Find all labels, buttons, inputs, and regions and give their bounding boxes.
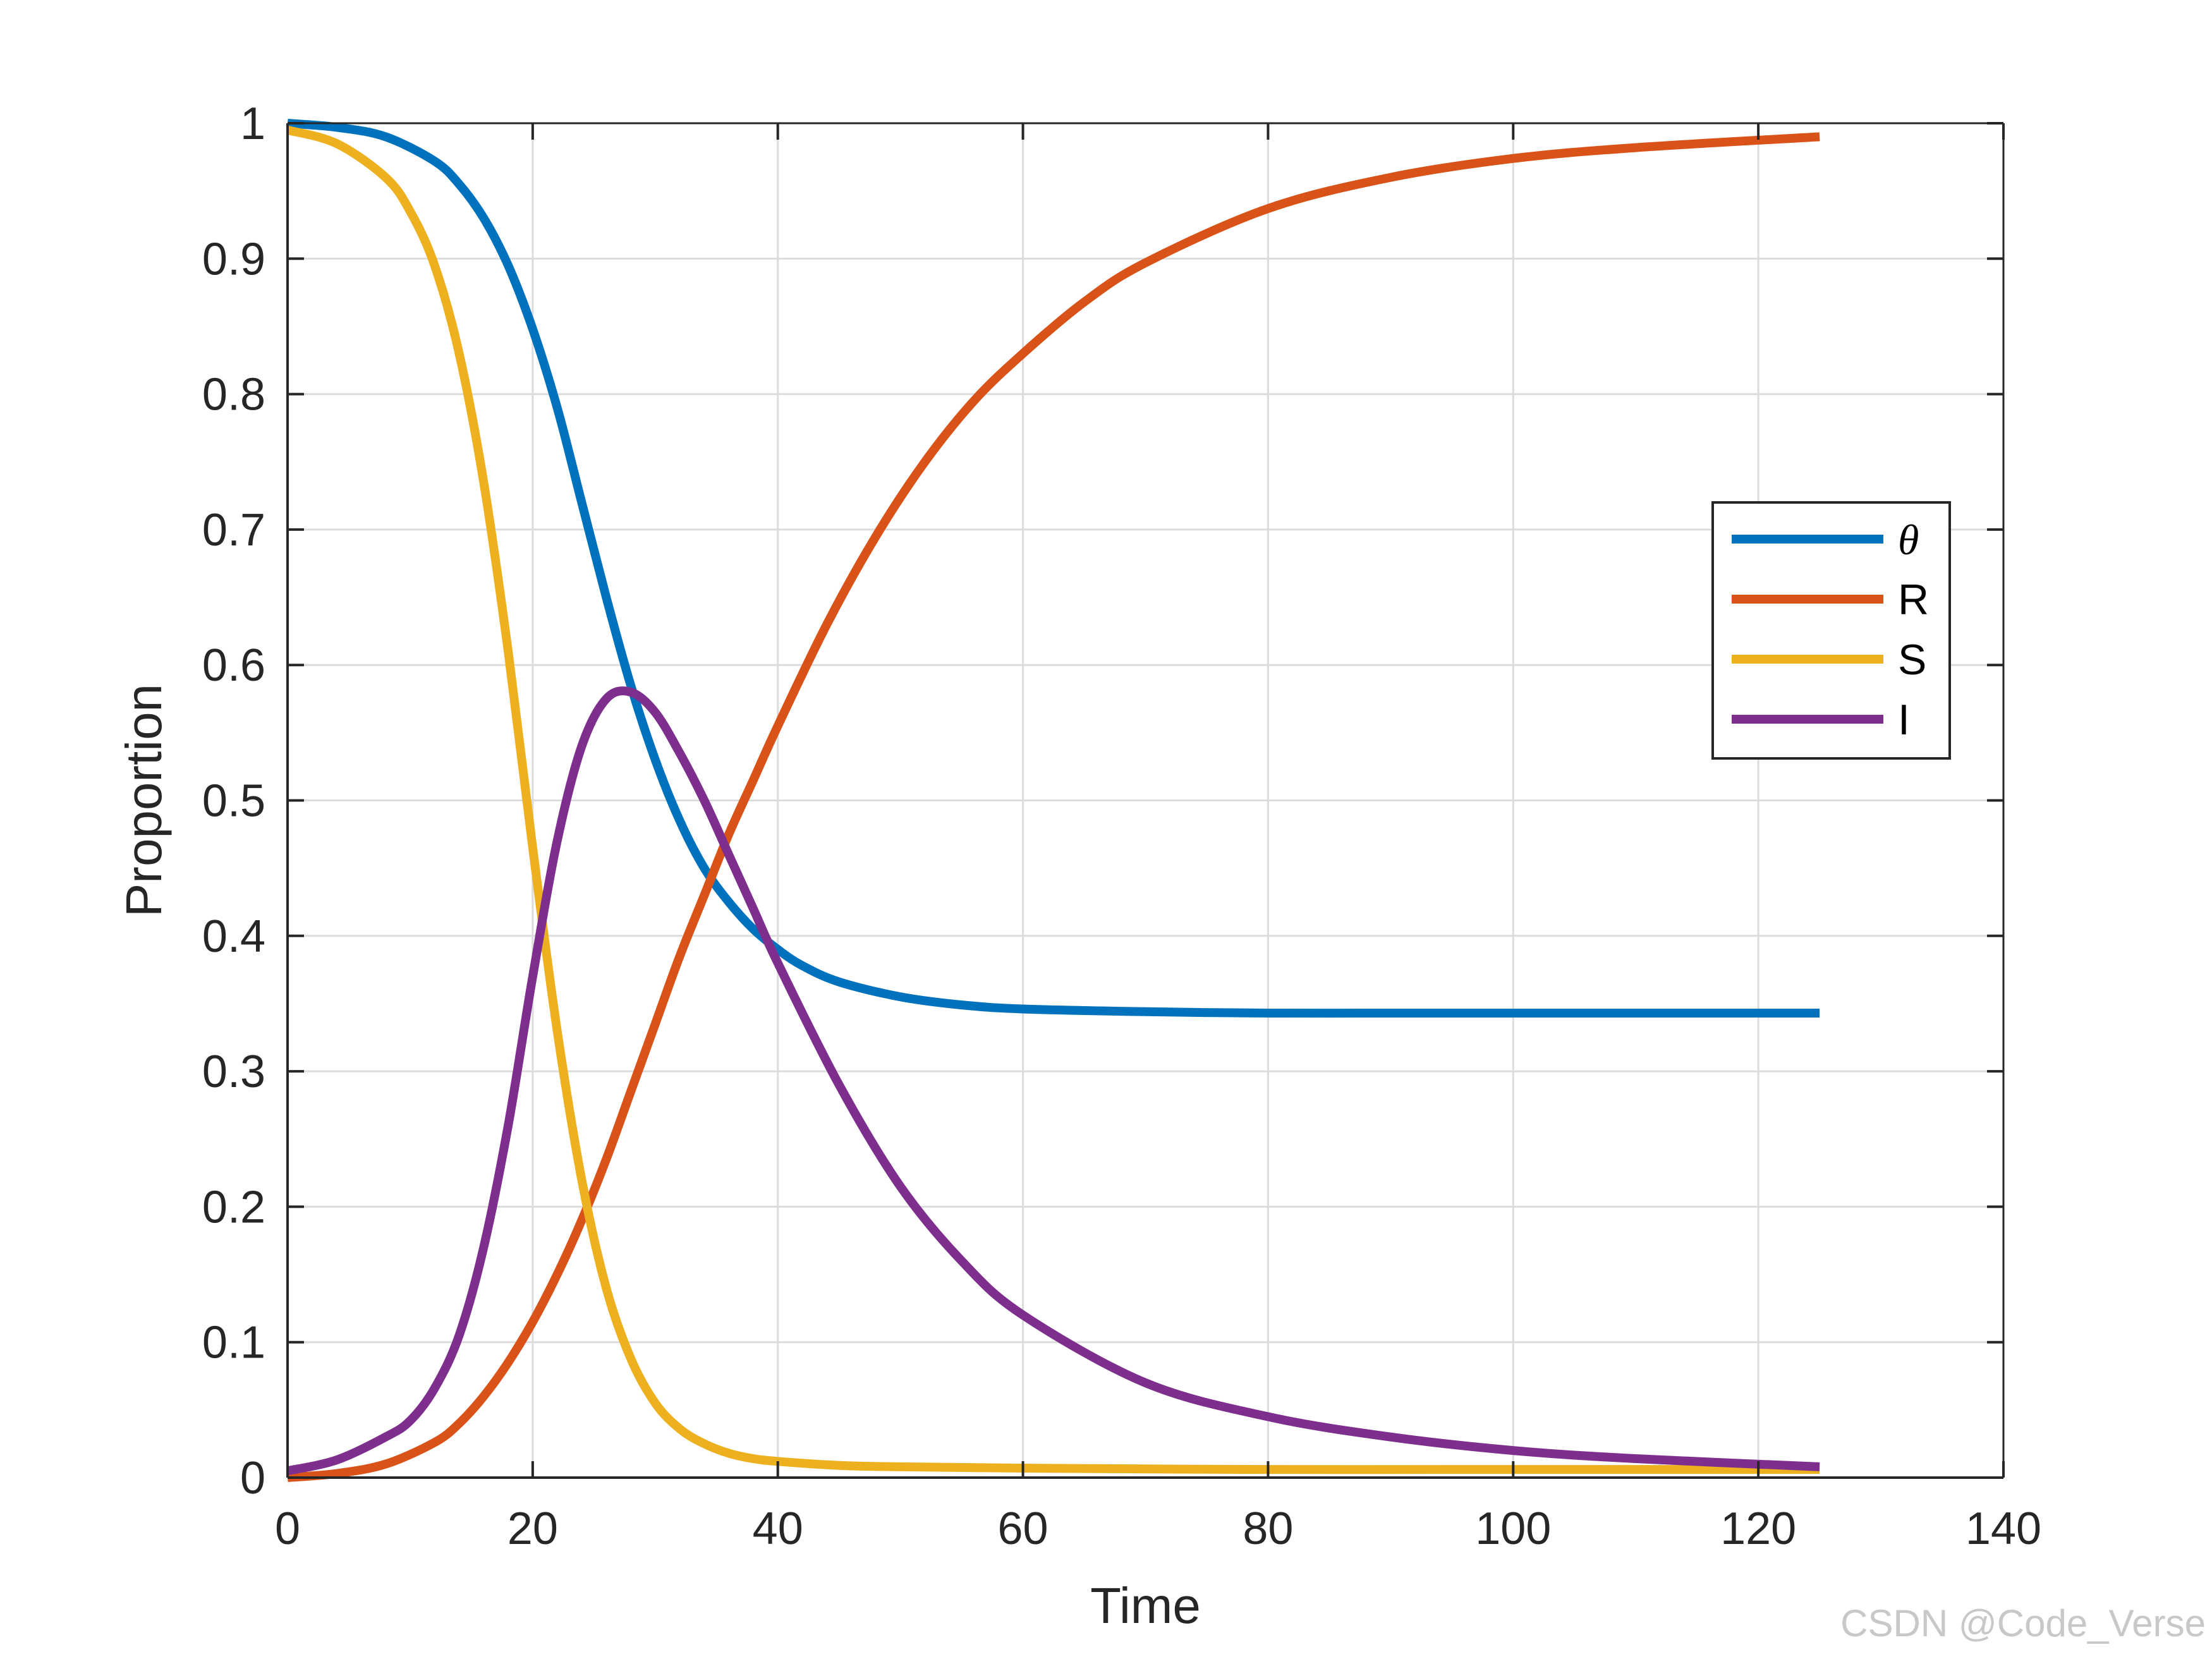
y-tick-label: 0 (240, 1453, 265, 1504)
y-axis-label: Proportion (116, 684, 172, 917)
y-tick-label: 0.1 (202, 1318, 265, 1368)
x-tick-label: 100 (1475, 1504, 1551, 1554)
series-line-3 (286, 686, 1820, 1476)
x-tick-label: 80 (1243, 1504, 1293, 1554)
legend-label-1: R (1898, 576, 1929, 624)
y-tick-label: 0.6 (202, 640, 265, 691)
y-tick-label: 1 (240, 99, 265, 149)
watermark-text: CSDN @Code_Verse (1840, 1602, 2206, 1644)
x-axis-ticks: 0 20 40 60 80 100 120 140 (275, 123, 2041, 1554)
x-axis-label: Time (1090, 1577, 1201, 1634)
grid-lines (288, 123, 2003, 1478)
y-tick-label: 0.7 (202, 505, 265, 556)
y-tick-label: 0.9 (202, 234, 265, 284)
x-tick-label: 60 (998, 1504, 1048, 1554)
y-tick-label: 0.2 (202, 1182, 265, 1232)
x-tick-label: 20 (507, 1504, 558, 1554)
x-tick-label: 120 (1720, 1504, 1796, 1554)
series-layer (286, 119, 1820, 1482)
legend-label-3: I (1898, 696, 1910, 744)
x-tick-label: 0 (275, 1504, 300, 1554)
series-line-1 (287, 132, 1820, 1482)
legend-label-2: S (1898, 636, 1926, 684)
x-tick-label: 140 (1966, 1504, 2041, 1554)
y-axis-ticks: 0 0.1 0.2 0.3 0.4 0.5 0.6 0.7 0.8 0.9 1 (202, 99, 2003, 1504)
y-tick-label: 0.8 (202, 370, 265, 420)
legend-label-0: θ (1898, 516, 1919, 564)
series-line-2 (286, 125, 1820, 1474)
y-tick-label: 0.5 (202, 776, 265, 827)
y-tick-label: 0.3 (202, 1047, 265, 1097)
y-tick-label: 0.4 (202, 911, 265, 962)
x-tick-label: 40 (753, 1504, 803, 1554)
